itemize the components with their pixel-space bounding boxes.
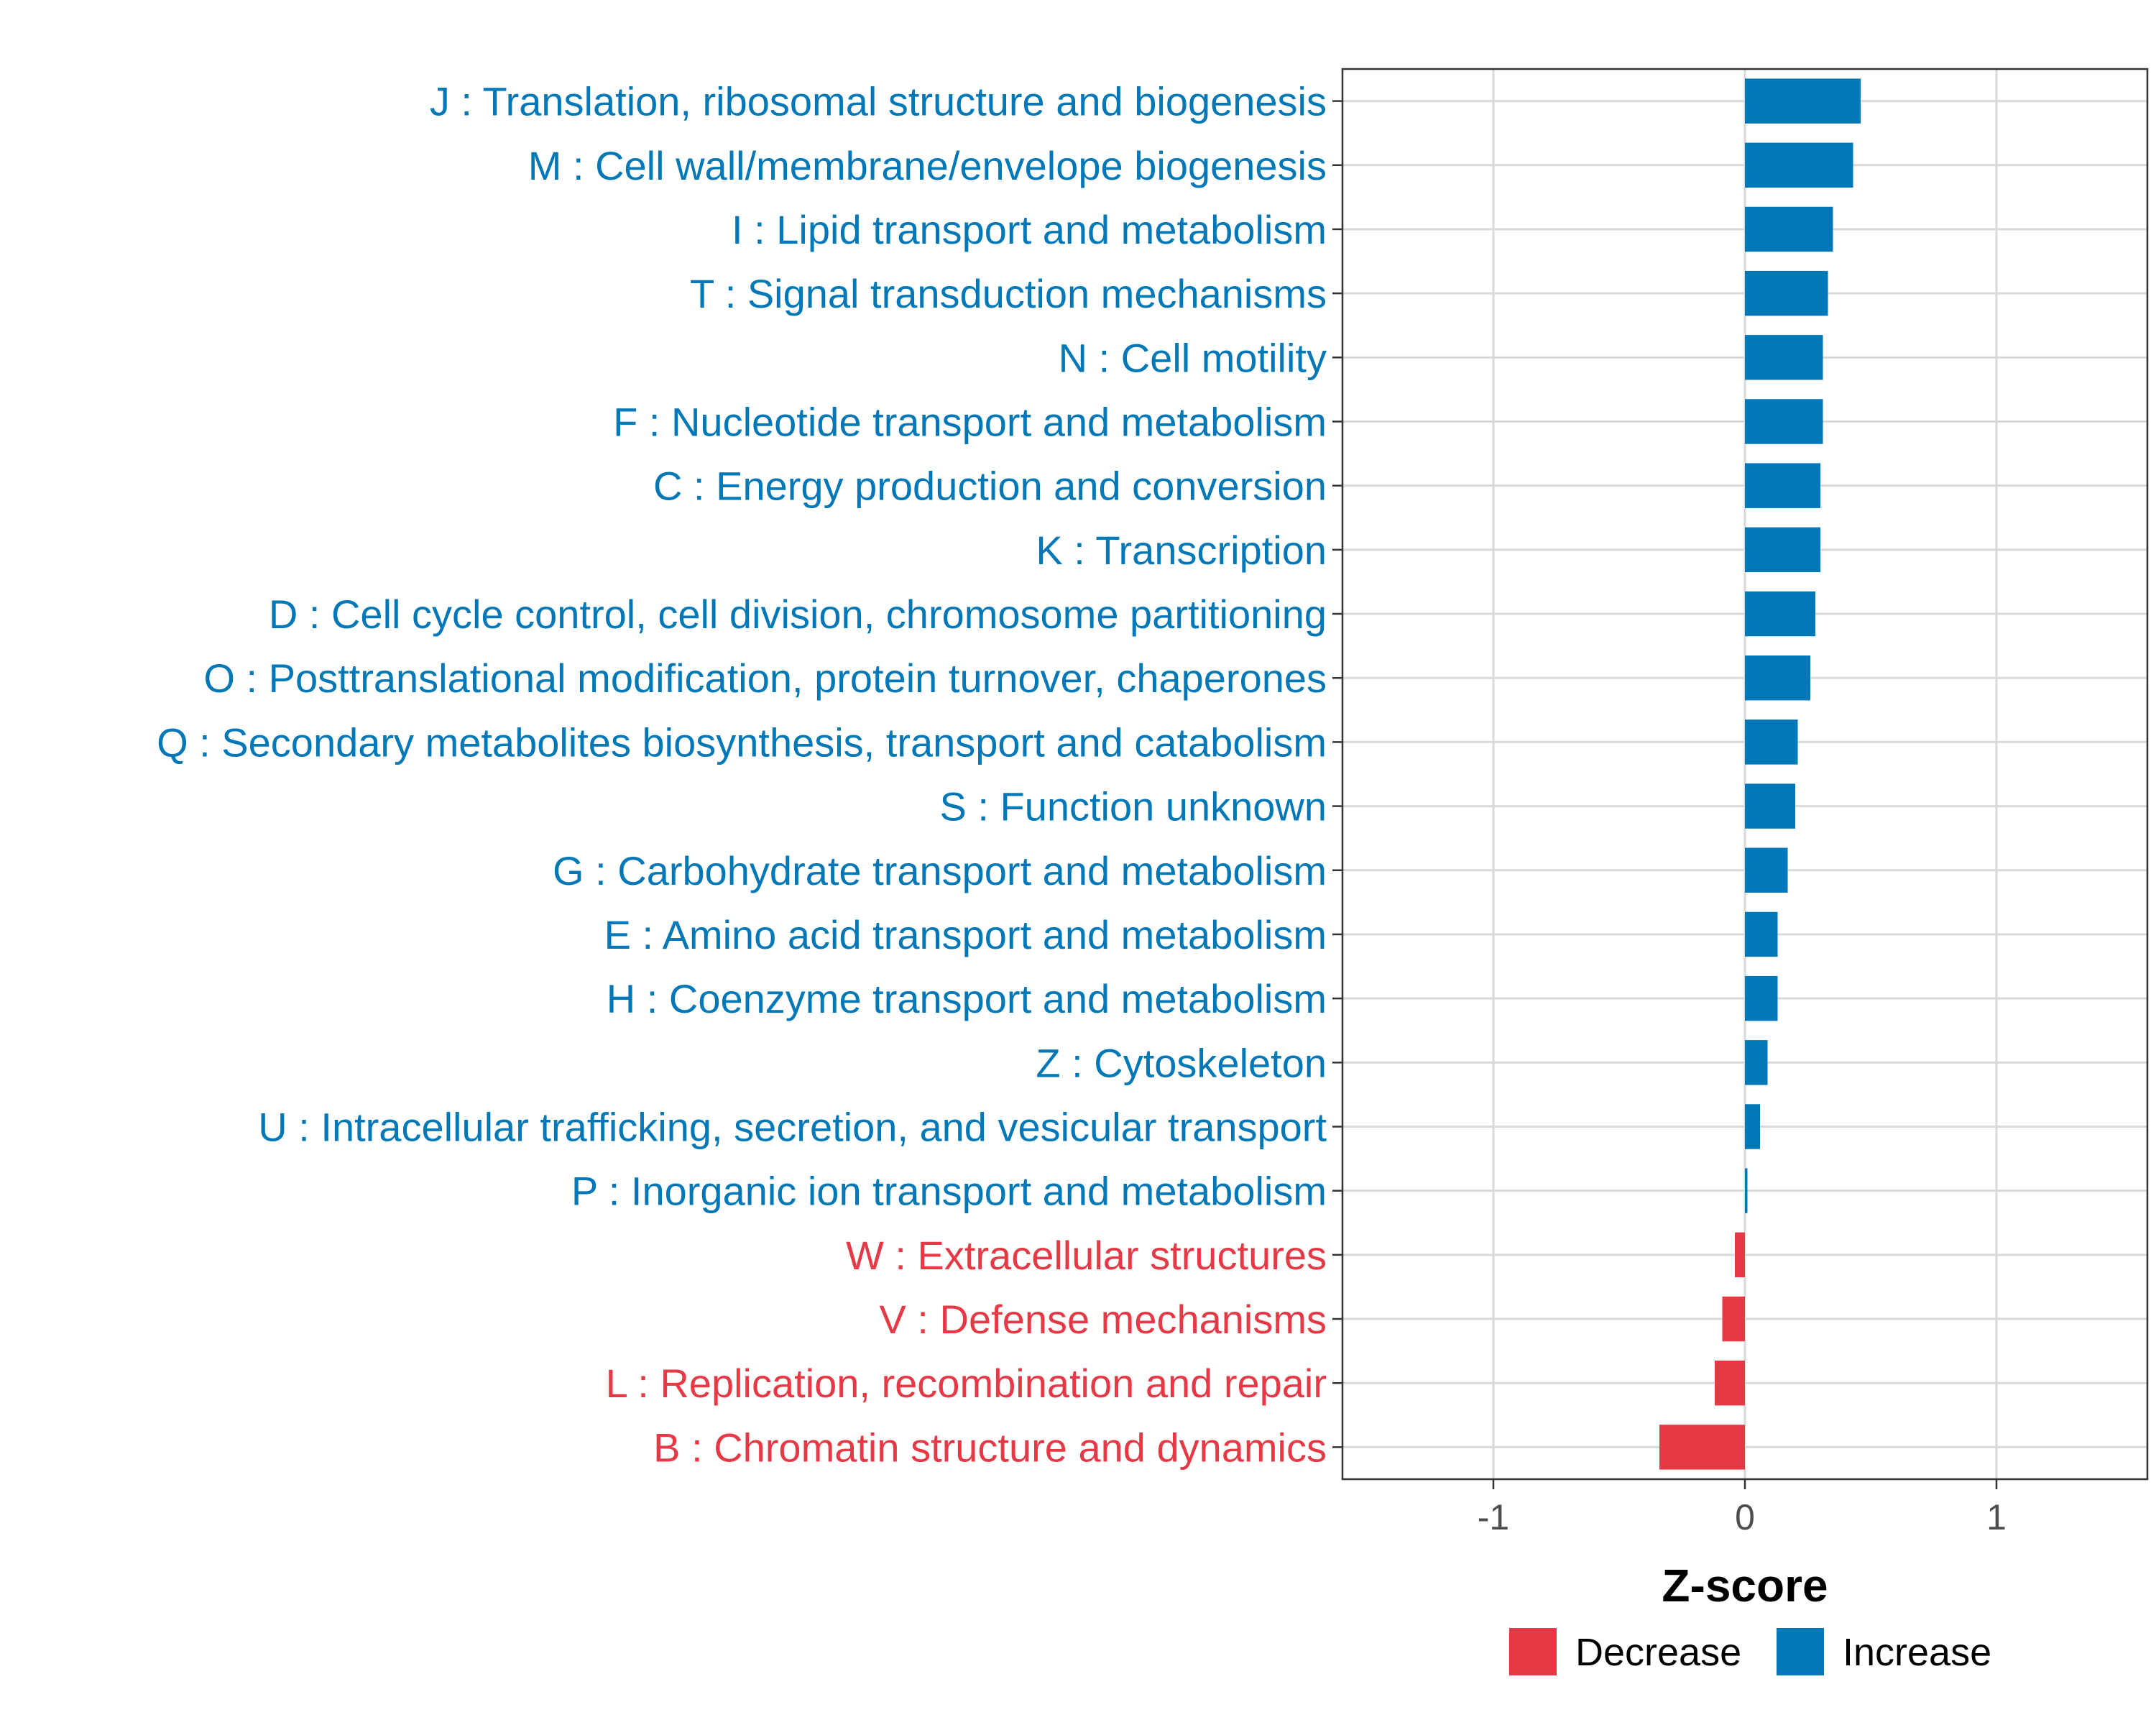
category-label: S : Function unknown [939, 784, 1327, 829]
bar-d [1745, 591, 1815, 637]
category-label: G : Carbohydrate transport and metabolis… [553, 848, 1327, 893]
bar-o [1745, 656, 1810, 701]
bar-n [1745, 335, 1823, 380]
category-label: J : Translation, ribosomal structure and… [430, 79, 1327, 124]
bar-s [1745, 783, 1795, 829]
category-label: H : Coenzyme transport and metabolism [607, 976, 1327, 1021]
bar-j [1745, 78, 1861, 124]
y-axis-labels: J : Translation, ribosomal structure and… [157, 79, 1327, 1471]
category-label: E : Amino acid transport and metabolism [604, 912, 1327, 957]
category-label: P : Inorganic ion transport and metaboli… [571, 1169, 1327, 1214]
category-label: O : Posttranslational modification, prot… [203, 656, 1327, 701]
bar-m [1745, 142, 1853, 188]
x-axis-title: Z-score [1662, 1560, 1828, 1611]
legend-label-decrease: Decrease [1575, 1631, 1741, 1674]
category-label: B : Chromatin structure and dynamics [653, 1425, 1327, 1470]
bar-h [1745, 975, 1778, 1021]
bar-z [1745, 1040, 1768, 1085]
bar-i [1745, 206, 1833, 252]
bar-u [1745, 1104, 1760, 1149]
bar-t [1745, 270, 1828, 316]
category-label: I : Lipid transport and metabolism [732, 207, 1327, 252]
bar-v [1722, 1296, 1745, 1342]
legend: Decrease Increase [1509, 1628, 1991, 1675]
category-label: L : Replication, recombination and repai… [606, 1361, 1327, 1406]
x-axis-labels: -1 0 1 [1478, 1497, 2007, 1537]
category-label: T : Signal transduction mechanisms [690, 271, 1327, 316]
x-tick-label: 1 [1986, 1497, 2007, 1537]
bar-p [1745, 1168, 1748, 1213]
bar-f [1745, 399, 1823, 444]
x-tick-label: -1 [1478, 1497, 1509, 1537]
bar-c [1745, 463, 1820, 508]
bars [1659, 78, 1861, 1470]
bar-b [1659, 1425, 1745, 1470]
x-tick-label: 0 [1735, 1497, 1755, 1537]
legend-swatch-increase [1777, 1628, 1824, 1675]
category-label: U : Intracellular trafficking, secretion… [258, 1105, 1327, 1150]
bar-e [1745, 911, 1778, 957]
bar-k [1745, 527, 1820, 573]
y-axis-ticks [1332, 100, 1342, 1448]
category-label: K : Transcription [1036, 528, 1327, 573]
category-label: M : Cell wall/membrane/envelope biogenes… [528, 143, 1327, 188]
category-label: V : Defense mechanisms [880, 1297, 1327, 1342]
category-label: D : Cell cycle control, cell division, c… [269, 592, 1327, 637]
bar-l [1715, 1361, 1745, 1406]
bar-q [1745, 719, 1798, 765]
bar-g [1745, 847, 1788, 893]
legend-label-increase: Increase [1843, 1631, 1991, 1674]
category-label: Q : Secondary metabolites biosynthesis, … [157, 719, 1327, 765]
legend-swatch-decrease [1509, 1628, 1557, 1675]
category-label: F : Nucleotide transport and metabolism [613, 400, 1327, 445]
category-label: Z : Cytoskeleton [1036, 1040, 1327, 1085]
x-axis-ticks [1492, 1479, 1998, 1489]
bar-w [1735, 1232, 1745, 1278]
category-label: W : Extracellular structures [846, 1233, 1327, 1278]
category-label: C : Energy production and conversion [653, 464, 1327, 509]
category-label: N : Cell motility [1059, 335, 1327, 380]
